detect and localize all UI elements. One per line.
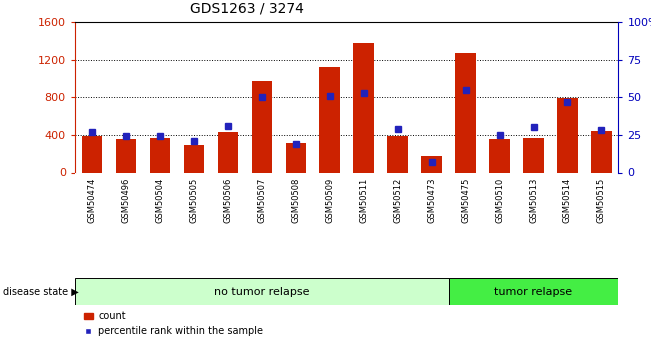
- Text: GSM50473: GSM50473: [427, 178, 436, 223]
- Text: GSM50475: GSM50475: [461, 178, 470, 223]
- Bar: [455, 53, 476, 172]
- Bar: [490, 139, 510, 172]
- Text: no tumor relapse: no tumor relapse: [214, 287, 309, 296]
- Text: GSM50514: GSM50514: [563, 178, 572, 223]
- Text: GSM50496: GSM50496: [121, 178, 130, 223]
- Bar: [449, 278, 618, 305]
- Bar: [75, 278, 449, 305]
- Bar: [353, 43, 374, 172]
- Bar: [116, 139, 136, 172]
- Bar: [217, 132, 238, 172]
- Text: GSM50510: GSM50510: [495, 178, 504, 223]
- Bar: [81, 136, 102, 172]
- Bar: [557, 98, 577, 172]
- Text: GSM50508: GSM50508: [291, 178, 300, 223]
- Text: GSM50506: GSM50506: [223, 178, 232, 223]
- Text: GSM50504: GSM50504: [156, 178, 164, 223]
- Bar: [421, 156, 442, 172]
- Bar: [150, 138, 170, 172]
- Bar: [523, 138, 544, 172]
- Text: GSM50515: GSM50515: [597, 178, 606, 223]
- Text: GSM50507: GSM50507: [257, 178, 266, 223]
- Bar: [286, 144, 306, 172]
- Text: GSM50474: GSM50474: [87, 178, 96, 223]
- Bar: [251, 81, 272, 172]
- Bar: [184, 145, 204, 172]
- Legend: count, percentile rank within the sample: count, percentile rank within the sample: [79, 307, 267, 340]
- Bar: [320, 67, 340, 172]
- Text: GSM50512: GSM50512: [393, 178, 402, 223]
- Bar: [591, 131, 612, 172]
- Text: GSM50513: GSM50513: [529, 178, 538, 223]
- Text: tumor relapse: tumor relapse: [495, 287, 573, 296]
- Bar: [387, 136, 408, 172]
- Text: GDS1263 / 3274: GDS1263 / 3274: [191, 2, 304, 16]
- Text: GSM50509: GSM50509: [325, 178, 334, 223]
- Text: GSM50511: GSM50511: [359, 178, 368, 223]
- Text: GSM50505: GSM50505: [189, 178, 199, 223]
- Text: disease state ▶: disease state ▶: [3, 287, 79, 296]
